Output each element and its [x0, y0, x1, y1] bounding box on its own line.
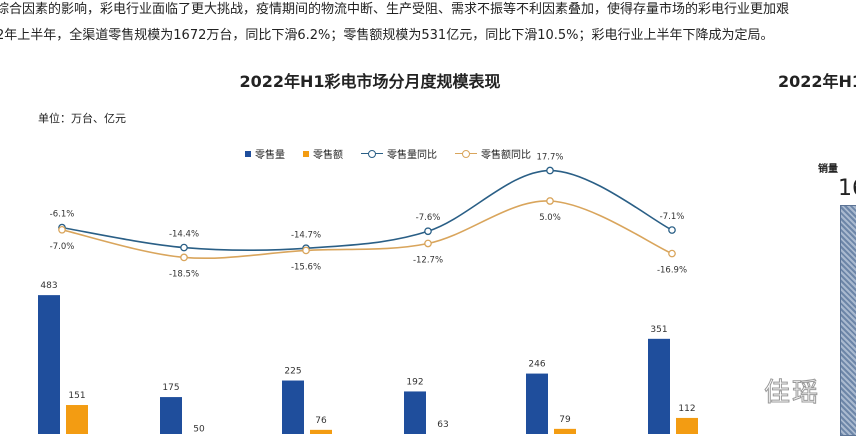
bar	[66, 405, 88, 434]
bar-data-label: 246	[528, 360, 545, 370]
line-data-label: -18.5%	[169, 269, 199, 279]
line-point	[180, 253, 188, 262]
bar	[526, 373, 548, 434]
line-point	[58, 225, 66, 234]
line-data-label: -12.7%	[413, 255, 443, 265]
bar-data-label: 63	[437, 420, 448, 430]
bar-data-label: 225	[284, 367, 301, 377]
bar	[38, 295, 60, 434]
legend-line-marker	[361, 149, 383, 159]
line-point	[180, 243, 188, 252]
bar	[648, 338, 670, 434]
bar-data-label: 483	[40, 281, 57, 291]
line-data-label: -14.4%	[169, 230, 199, 240]
legend-swatch	[245, 150, 251, 157]
line-data-label: -16.9%	[657, 266, 687, 276]
bar-data-label: 151	[68, 391, 85, 401]
bar	[554, 428, 576, 434]
bar	[310, 429, 332, 434]
line-point	[668, 226, 676, 234]
legend-label: 零售额同比	[481, 150, 531, 161]
legend-item-sales-yoy: 零售额同比	[455, 146, 531, 161]
legend-item-retail-sales: 零售额	[303, 146, 343, 161]
right-chart-bar	[840, 205, 856, 436]
right-chart-label: 销量	[818, 164, 838, 175]
watermark: 佳瑶	[763, 378, 821, 409]
line-data-label: -7.6%	[416, 213, 441, 223]
right-chart-value: 16	[838, 176, 856, 201]
bar-data-label: 192	[406, 377, 423, 387]
bar-data-label: 351	[650, 325, 667, 335]
bar	[676, 417, 698, 434]
legend-item-retail-volume: 零售量	[245, 146, 285, 161]
line-data-label: -14.7%	[291, 230, 321, 240]
legend-label: 零售量	[255, 150, 285, 161]
bar-data-label: 76	[315, 416, 327, 426]
paragraph-line-1: 综合因素的影响，彩电行业面临了更大挑战，疫情期间的物流中断、生产受阻、需求不振等…	[0, 2, 790, 17]
paragraph-line-2: 2年上半年，全渠道零售规模为1672万台，同比下滑6.2%；零售额规模为531亿…	[0, 28, 774, 43]
line-point	[424, 227, 432, 236]
unit-label: 单位：万台、亿元	[38, 112, 126, 125]
line-point	[302, 246, 310, 255]
bar-data-label: 50	[193, 424, 205, 434]
line-data-label: -15.6%	[291, 262, 321, 272]
legend-line-marker	[455, 149, 477, 159]
line-data-label: 5.0%	[539, 213, 561, 223]
line-data-label: 17.7%	[536, 153, 563, 163]
legend-item-volume-yoy: 零售量同比	[361, 146, 437, 161]
line-point	[424, 239, 432, 248]
line-point	[668, 249, 676, 258]
bar	[282, 380, 304, 434]
right-chart-title: 2022年H1	[778, 72, 856, 91]
legend-label: 零售量同比	[387, 150, 437, 161]
line-series	[61, 200, 673, 260]
chart-title: 2022年H1彩电市场分月度规模表现	[239, 72, 501, 91]
legend-label: 零售额	[313, 150, 343, 161]
legend: 零售量 零售额 零售量同比 零售额同比	[245, 146, 531, 161]
line-point	[546, 197, 554, 205]
bar	[404, 391, 426, 434]
chart-plot: 483 175 225 192 246 351 151 50 76 63 79 112 -6.1% -14…	[38, 153, 698, 434]
bar-data-label: 175	[162, 383, 179, 393]
legend-swatch	[303, 150, 309, 157]
bar	[160, 397, 182, 434]
line-series	[61, 169, 673, 252]
line-data-label: -6.1%	[50, 210, 75, 220]
line-data-label: -7.0%	[50, 242, 75, 252]
bar-data-label: 112	[678, 404, 695, 414]
bar-data-label: 79	[559, 415, 571, 425]
line-data-label: -7.1%	[660, 212, 685, 222]
line-point	[546, 166, 554, 175]
